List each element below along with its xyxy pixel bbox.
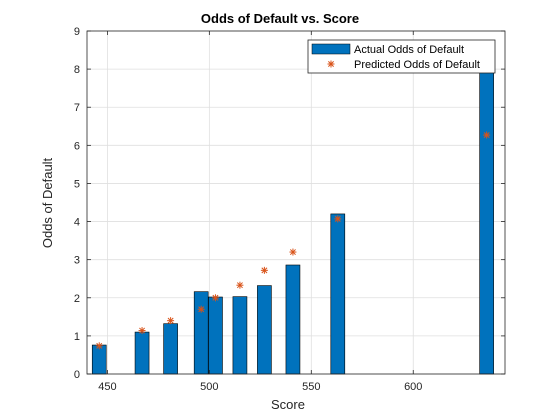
predicted-marker bbox=[483, 131, 491, 139]
predicted-marker bbox=[334, 215, 342, 223]
bar bbox=[91, 344, 107, 375]
x-axis-label: Score bbox=[271, 397, 305, 412]
legend-label-predicted: Predicted Odds of Default bbox=[354, 59, 480, 71]
predicted-marker bbox=[327, 60, 335, 68]
y-tick-label: 3 bbox=[74, 255, 80, 267]
predicted-marker bbox=[167, 317, 175, 325]
legend-marker-swatch bbox=[327, 60, 335, 68]
bar bbox=[479, 68, 494, 375]
predicted-marker bbox=[260, 266, 268, 274]
predicted-marker bbox=[138, 327, 146, 335]
x-tick-label: 450 bbox=[98, 381, 116, 393]
legend-label-actual: Actual Odds of Default bbox=[354, 44, 464, 56]
x-tick-label: 500 bbox=[200, 381, 218, 393]
plot-frame bbox=[86, 30, 506, 375]
y-tick-label: 9 bbox=[74, 26, 80, 38]
bar bbox=[163, 323, 178, 375]
chart-title: Odds of Default vs. Score bbox=[201, 11, 359, 26]
y-tick-label: 0 bbox=[74, 369, 80, 381]
bar bbox=[330, 213, 346, 375]
x-tick-label: 550 bbox=[302, 381, 320, 393]
legend: Actual Odds of Default Predicted Odds of… bbox=[307, 39, 496, 74]
predicted-marker bbox=[289, 248, 297, 256]
y-tick-label: 8 bbox=[74, 64, 80, 76]
y-axis-label: Odds of Default bbox=[40, 157, 55, 248]
y-tick-label: 1 bbox=[74, 331, 80, 343]
predicted-marker bbox=[95, 342, 103, 350]
bar bbox=[285, 264, 301, 375]
y-tick-label: 5 bbox=[74, 178, 80, 190]
grid-lines bbox=[87, 30, 505, 375]
y-tick-labels: 0 1 2 3 4 5 6 7 8 9 bbox=[74, 26, 80, 381]
y-tick-label: 2 bbox=[74, 293, 80, 305]
predicted-marker bbox=[236, 281, 244, 289]
x-tick-labels: 450 500 550 600 bbox=[98, 381, 422, 393]
predicted-marker bbox=[197, 305, 205, 313]
x-tick-label: 600 bbox=[404, 381, 422, 393]
tick-marks bbox=[87, 30, 505, 375]
y-tick-label: 7 bbox=[74, 102, 80, 114]
predicted-marker bbox=[211, 294, 219, 302]
bar bbox=[193, 291, 209, 375]
marker-series bbox=[95, 131, 491, 350]
bar bbox=[134, 331, 150, 375]
y-tick-label: 6 bbox=[74, 140, 80, 152]
y-tick-label: 4 bbox=[74, 217, 80, 229]
bar bbox=[257, 285, 272, 375]
bar bbox=[208, 296, 223, 375]
bar bbox=[232, 296, 248, 375]
legend-bar-swatch bbox=[311, 43, 351, 55]
